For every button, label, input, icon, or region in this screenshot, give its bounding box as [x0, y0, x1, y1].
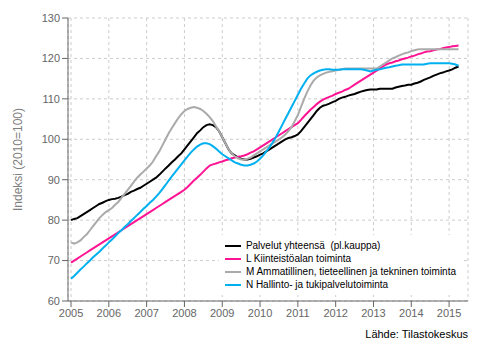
- svg-text:90: 90: [48, 174, 60, 186]
- svg-text:2007: 2007: [134, 307, 158, 319]
- html-text:M Ammatillinen, tieteellinen j: M Ammatillinen, tieteellinen ja tekninen…: [245, 266, 456, 277]
- svg-text:70: 70: [48, 254, 60, 266]
- html-text:Palvelut yhteensä (pl.kauppa): Palvelut yhteensä (pl.kauppa): [245, 240, 381, 251]
- svg-text:130: 130: [42, 12, 60, 24]
- svg-text:2005: 2005: [59, 307, 83, 319]
- svg-text:2006: 2006: [97, 307, 121, 319]
- svg-text:2013: 2013: [361, 307, 385, 319]
- svg-text:120: 120: [42, 52, 60, 64]
- svg-text:2012: 2012: [323, 307, 347, 319]
- html-text:Lähde: Tilastokeskus: Lähde: Tilastokeskus: [365, 328, 468, 340]
- svg-text:2008: 2008: [172, 307, 196, 319]
- svg-text:2011: 2011: [286, 307, 310, 319]
- svg-text:2009: 2009: [210, 307, 234, 319]
- svg-text:2010: 2010: [248, 307, 272, 319]
- svg-text:Indeksi (2010=100): Indeksi (2010=100): [11, 108, 25, 211]
- html-text:N Hallinto- ja tukipalvelutoim: N Hallinto- ja tukipalvelutoiminta: [245, 279, 389, 290]
- svg-text:2014: 2014: [399, 307, 423, 319]
- svg-text:100: 100: [42, 133, 60, 145]
- svg-text:80: 80: [48, 214, 60, 226]
- html-text:L Kiinteistöalan toiminta: L Kiinteistöalan toiminta: [245, 253, 352, 264]
- svg-text:110: 110: [42, 93, 60, 105]
- svg-text:2015: 2015: [437, 307, 461, 319]
- svg-text:60: 60: [48, 295, 60, 307]
